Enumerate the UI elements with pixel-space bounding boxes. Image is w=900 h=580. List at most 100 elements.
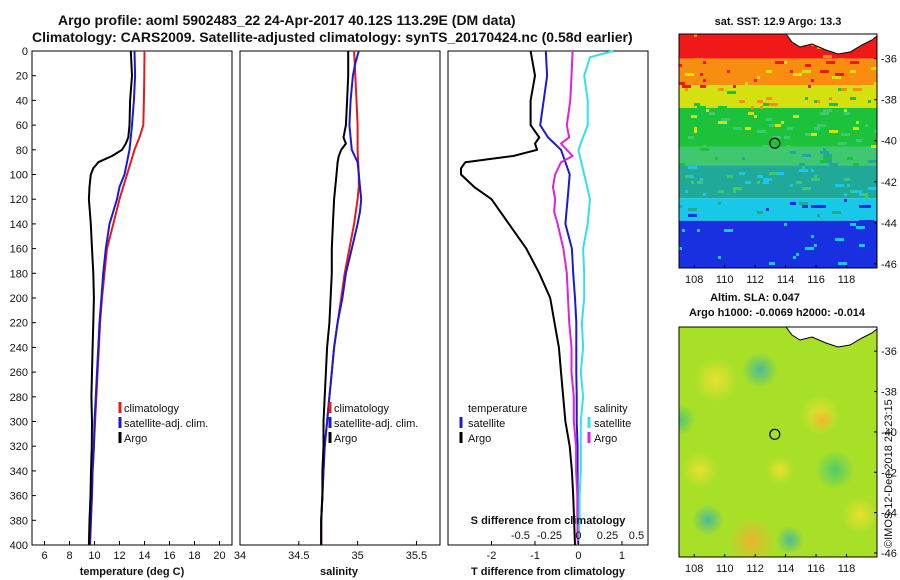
- sst-pixel: [694, 130, 697, 133]
- salinity-line-climatology: [320, 50, 360, 545]
- lon-tick-label: 108: [685, 274, 703, 286]
- sst-pixel: [685, 73, 694, 76]
- sst-pixel: [868, 160, 877, 163]
- sst-pixel: [703, 79, 706, 82]
- sla-blob: [842, 497, 877, 533]
- sst-pixel: [718, 88, 724, 91]
- lat-tick-label: -46: [881, 259, 897, 271]
- sst-pixel: [811, 205, 817, 208]
- sst-pixel: [832, 211, 841, 214]
- salinity-plot-frame: [239, 50, 441, 546]
- sst-pixel: [685, 229, 691, 232]
- sla-blob: [728, 517, 776, 557]
- sst-pixel: [811, 169, 814, 172]
- depth-tick-label: 320: [10, 441, 28, 453]
- salinity-line-satellite: [320, 50, 363, 545]
- sst-pixel: [682, 85, 691, 88]
- sst-pixel: [859, 205, 868, 208]
- sst-pixel: [847, 184, 850, 187]
- sst-pixel: [679, 64, 682, 67]
- sst-pixel: [757, 175, 763, 178]
- t-difference-xlabel: T difference from climatology: [471, 566, 626, 578]
- sla-map-panel: Altim. SLA: 0.047 Argo h1000: -0.0069 h2…: [678, 292, 897, 575]
- sst-pixel: [823, 154, 832, 157]
- sst-pixel: [688, 214, 697, 217]
- salinity-panel: 34 34.5 35 35.5 salinity climatology satell…: [234, 50, 441, 578]
- sst-pixel: [766, 118, 772, 121]
- salinity-axis: 34 34.5 35 35.5: [234, 541, 427, 562]
- temperature-axis: 6 8 10 12 14 16 18 20: [41, 541, 226, 562]
- australia-coastline: [785, 327, 877, 348]
- sst-pixel: [805, 133, 811, 136]
- difference-line-argo: [460, 50, 576, 546]
- sst-pixel: [850, 223, 856, 226]
- legend-label-satellite: satellite-adj. clim.: [124, 418, 208, 430]
- sst-pixel: [760, 106, 763, 109]
- legend-label-s-argo: Argo: [594, 433, 617, 445]
- sst-pixel: [790, 202, 796, 205]
- sst-pixel: [754, 79, 757, 82]
- sst-pixel: [763, 178, 772, 181]
- x-tick-label: 8: [66, 550, 72, 562]
- sst-pixel: [688, 136, 694, 139]
- sst-pixel: [694, 103, 700, 106]
- sst-pixel: [697, 181, 703, 184]
- sst-pixel: [838, 58, 844, 61]
- sst-pixel: [685, 175, 691, 178]
- difference-panel: -2 -1 0 1 -0.5 -0.25 0 0.25 0.5 S difference fr…: [447, 50, 649, 578]
- x-tick-label: 6: [41, 550, 47, 562]
- sst-pixel: [823, 157, 832, 160]
- temperature-profiles: [87, 50, 146, 546]
- x-tick-label: 0: [575, 550, 581, 562]
- lon-tick-label: 110: [716, 274, 734, 286]
- lat-tick-label: -36: [881, 54, 897, 66]
- depth-tick-label: 280: [10, 392, 28, 404]
- legend-heading-temperature: temperature: [468, 403, 527, 415]
- sst-pixel: [808, 55, 811, 58]
- sst-pixel: [814, 259, 823, 262]
- sst-pixel: [685, 88, 688, 91]
- sst-pixel: [721, 118, 730, 121]
- sla-blob: [694, 358, 738, 402]
- x-tick-label: -2: [487, 550, 497, 562]
- sst-pixel: [805, 247, 814, 250]
- sst-pixel: [811, 79, 814, 82]
- sst-pixel: [802, 187, 811, 190]
- sst-pixel: [799, 163, 805, 166]
- legend-label-climatology: climatology: [334, 403, 390, 415]
- sst-pixel: [841, 247, 850, 250]
- sst-pixel: [781, 121, 784, 124]
- salinity-xlabel: salinity: [320, 566, 359, 578]
- lon-tick-label: 112: [746, 274, 764, 286]
- x-tick-label: 18: [188, 550, 200, 562]
- sst-pixel: [679, 226, 688, 229]
- sst-pixel: [838, 88, 847, 91]
- sst-pixel: [871, 67, 877, 70]
- depth-tick-label: 220: [10, 318, 28, 330]
- sst-pixel: [835, 73, 844, 76]
- sst-pixel: [829, 130, 838, 133]
- sla-blob: [692, 504, 724, 536]
- legend-label-t-argo: Argo: [468, 433, 491, 445]
- sst-pixel: [694, 34, 697, 37]
- sst-pixel: [853, 241, 862, 244]
- sst-pixel: [775, 40, 784, 43]
- lon-tick-label: 114: [777, 563, 795, 575]
- difference-line-satellite: [539, 50, 579, 546]
- sst-pixel: [790, 184, 793, 187]
- sst-band: [679, 220, 877, 268]
- sst-pixel: [802, 154, 811, 157]
- difference-plot-frame: [447, 50, 649, 546]
- sst-pixel: [829, 259, 835, 262]
- x-tick-label: -1: [530, 550, 540, 562]
- sst-pixel: [793, 115, 799, 118]
- sst-pixel: [823, 109, 832, 112]
- sst-pixel: [736, 187, 742, 190]
- sst-pixel: [865, 43, 874, 46]
- sla-anomaly-blobs: [679, 352, 877, 557]
- temperature-line-satellite: [88, 50, 137, 546]
- sst-pixel: [856, 121, 859, 124]
- sst-pixel: [814, 175, 817, 178]
- sst-pixel: [802, 70, 811, 73]
- sst-pixel: [700, 178, 703, 181]
